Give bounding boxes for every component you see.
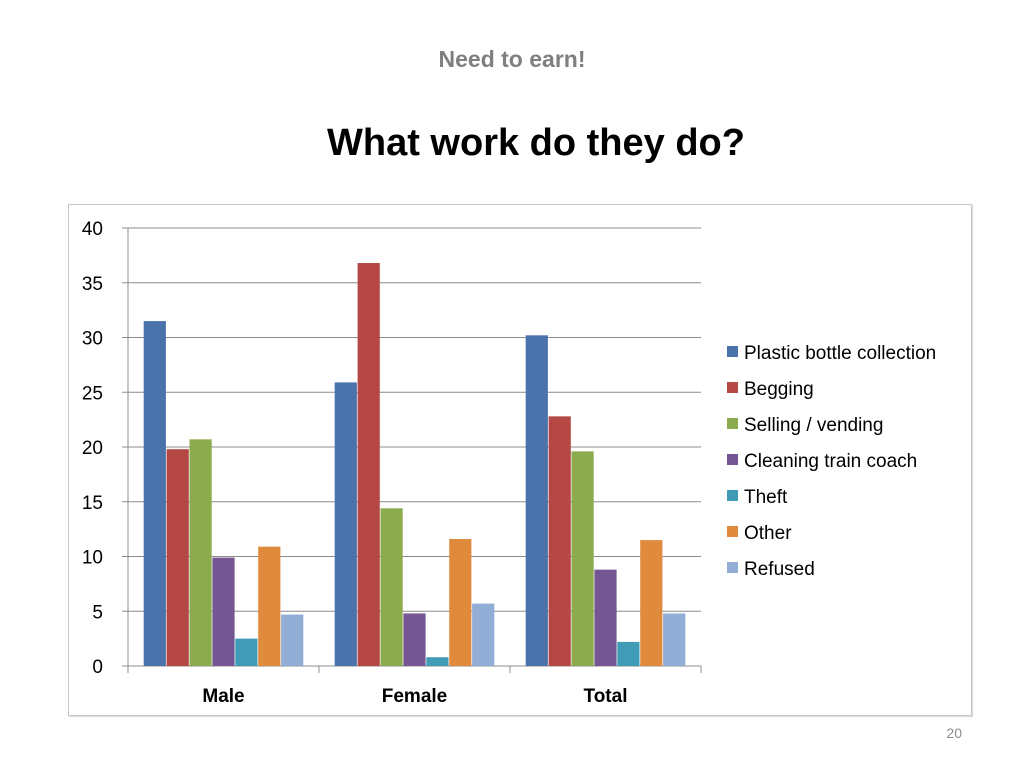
legend-label: Plastic bottle collection [744,343,936,364]
y-tick-label: 10 [82,548,103,569]
legend-swatch [727,490,738,501]
bar [525,335,548,666]
bar [281,614,304,666]
legend-label: Refused [744,559,815,580]
y-tick-label: 20 [82,438,103,459]
legend-swatch [727,562,738,573]
legend-swatch [727,418,738,429]
bar [357,263,380,666]
bar [449,538,472,666]
legend-swatch [727,346,738,357]
legend-label: Other [744,523,792,544]
y-tick-label: 30 [82,329,103,350]
y-tick-label: 15 [82,493,103,514]
bar [189,439,212,666]
legend-label: Cleaning train coach [744,451,917,472]
page-number: 20 [946,725,962,741]
x-category-label: Male [202,686,244,707]
legend-swatch [727,526,738,537]
bar [403,613,426,666]
bar [212,557,235,666]
bar [380,508,403,666]
y-tick-label: 0 [92,657,103,678]
legend-label: Begging [744,379,814,400]
bar [426,657,449,666]
bar [663,613,686,666]
bar [640,540,663,666]
legend-swatch [727,454,738,465]
bar [594,569,617,666]
slide-title: What work do they do? [327,122,745,164]
x-category-label: Total [584,686,628,707]
legend-swatch [727,382,738,393]
bar [143,321,166,666]
legend-label: Selling / vending [744,415,883,436]
bar [166,449,189,666]
y-tick-label: 35 [82,274,103,295]
y-tick-label: 40 [82,219,103,240]
bar-chart: 0 5 10 15 20 25 30 35 40 Male Female Total Plastic b… [82,219,936,707]
bar [472,603,495,666]
y-tick-label: 25 [82,383,103,404]
bar [548,416,571,666]
bar [334,382,357,666]
bar [235,638,258,666]
slide-header: Need to earn! [438,46,586,72]
x-category-label: Female [382,686,447,707]
bar [258,546,281,666]
bar [617,641,640,666]
legend-label: Theft [744,487,788,508]
chart-frame: 0 5 10 15 20 25 30 35 40 Male Female Total Plastic b… [68,204,972,716]
y-tick-label: 5 [92,602,103,623]
bar [571,451,594,666]
